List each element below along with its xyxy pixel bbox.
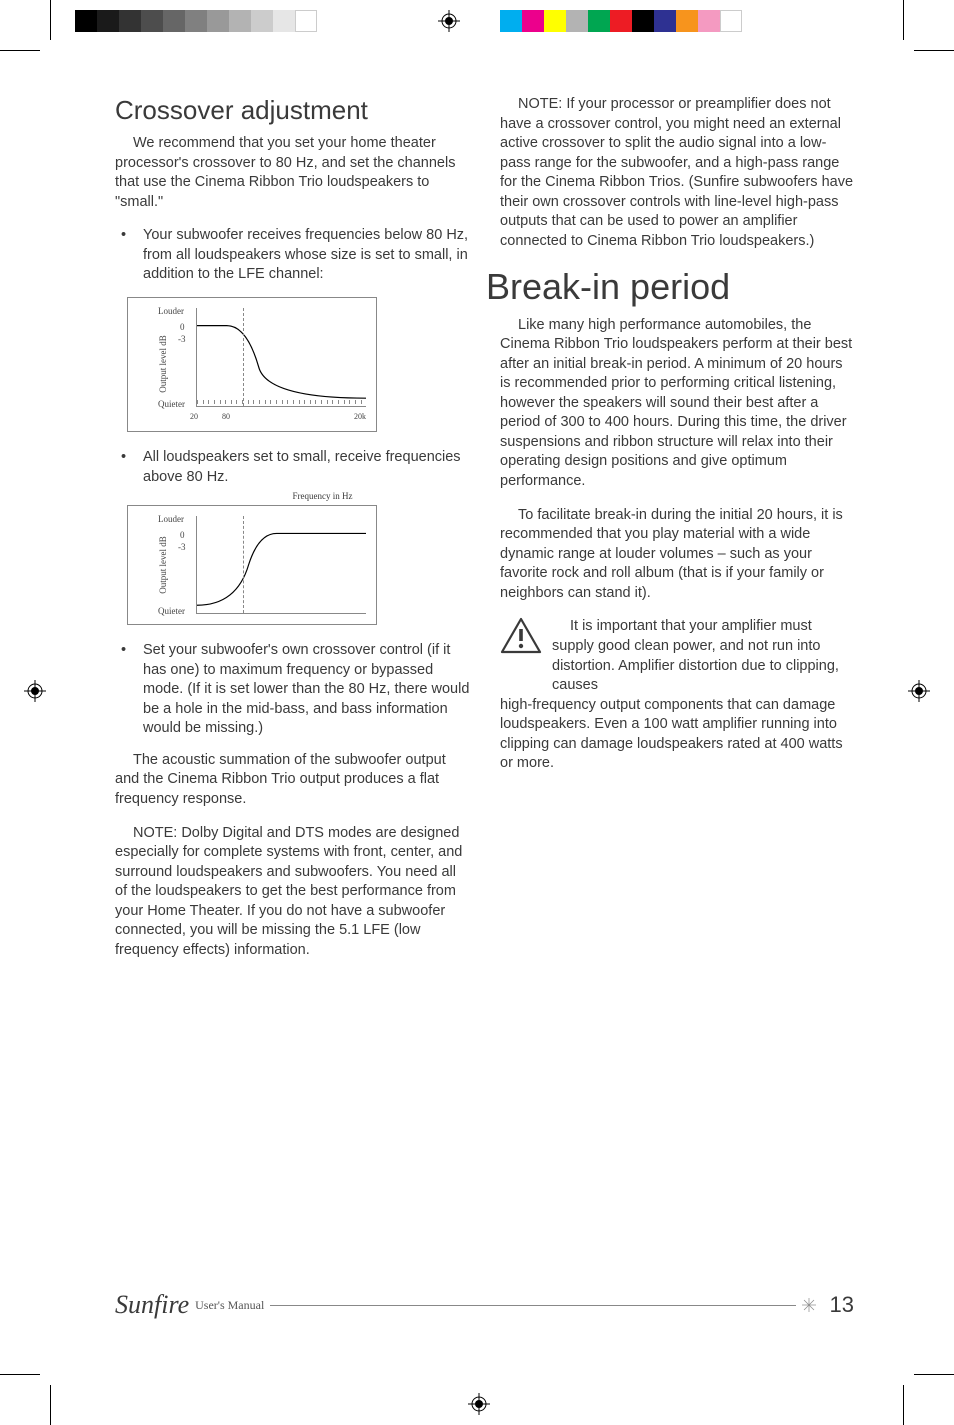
body-text: To facilitate break-in during the initia… (500, 506, 855, 604)
grayscale-bar (75, 10, 317, 32)
body-text: NOTE: Dolby Digital and DTS modes are de… (115, 824, 470, 961)
brand-logo: Sunfire (115, 1290, 189, 1320)
highpass-chart: Louder Quieter Output level dB 0 -3 (127, 505, 377, 625)
body-text: We recommend that you set your home thea… (115, 134, 470, 212)
list-item: Set your subwoofer's own crossover contr… (115, 641, 470, 739)
registration-mark-icon (468, 1393, 490, 1415)
lowpass-chart: Louder Quieter Output level dB 0 -3 20 8… (127, 297, 377, 432)
crossover-heading: Crossover adjustment (115, 95, 470, 126)
body-text: Like many high performance automobiles, … (500, 316, 855, 492)
footer-label: User's Manual (195, 1298, 264, 1313)
list-item: All loudspeakers set to small, receive f… (115, 448, 470, 487)
warning-text: It is important that your amplifier must… (552, 617, 855, 695)
warning-text: high-frequency output components that ca… (500, 696, 855, 774)
body-text: NOTE: If your processor or preamplifier … (500, 95, 855, 252)
registration-mark-icon (908, 680, 930, 702)
warning-icon (500, 617, 542, 655)
registration-mark-icon (24, 680, 46, 702)
body-text: The acoustic summation of the subwoofer … (115, 751, 470, 810)
page-footer: Sunfire User's Manual 13 (115, 1290, 854, 1320)
page-number: 13 (830, 1292, 854, 1318)
registration-mark-icon (438, 10, 460, 32)
list-item: Your subwoofer receives frequencies belo… (115, 226, 470, 285)
starburst-icon (802, 1298, 816, 1312)
breakin-heading: Break-in period (486, 266, 855, 308)
color-bar (500, 10, 742, 32)
